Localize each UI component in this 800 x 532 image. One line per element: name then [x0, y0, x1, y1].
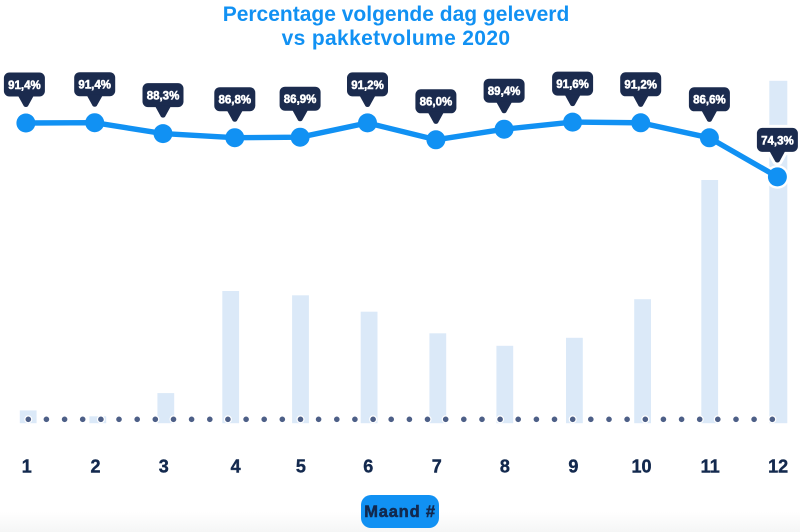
- svg-text:2: 2: [90, 457, 100, 477]
- svg-text:8: 8: [500, 457, 510, 477]
- svg-text:86,9%: 86,9%: [284, 94, 317, 106]
- svg-text:86,0%: 86,0%: [420, 97, 453, 109]
- svg-text:Maand #: Maand #: [364, 503, 436, 521]
- svg-text:6: 6: [363, 457, 373, 477]
- svg-text:74,3%: 74,3%: [761, 135, 794, 147]
- svg-text:91,4%: 91,4%: [8, 80, 41, 92]
- svg-text:91,4%: 91,4%: [78, 80, 111, 92]
- svg-text:91,2%: 91,2%: [624, 80, 657, 92]
- svg-text:91,6%: 91,6%: [556, 79, 589, 91]
- svg-text:5: 5: [296, 457, 306, 477]
- svg-text:91,2%: 91,2%: [351, 80, 384, 92]
- svg-text:7: 7: [432, 457, 442, 477]
- svg-text:86,8%: 86,8%: [218, 95, 251, 107]
- svg-text:12: 12: [768, 457, 788, 477]
- svg-text:3: 3: [159, 457, 169, 477]
- svg-text:11: 11: [701, 457, 720, 477]
- svg-text:1: 1: [22, 457, 32, 477]
- svg-text:10: 10: [631, 457, 651, 477]
- svg-text:88,3%: 88,3%: [147, 91, 180, 103]
- svg-text:9: 9: [568, 457, 578, 477]
- svg-text:86,6%: 86,6%: [693, 95, 726, 107]
- svg-text:4: 4: [231, 457, 241, 477]
- svg-text:89,4%: 89,4%: [488, 86, 521, 98]
